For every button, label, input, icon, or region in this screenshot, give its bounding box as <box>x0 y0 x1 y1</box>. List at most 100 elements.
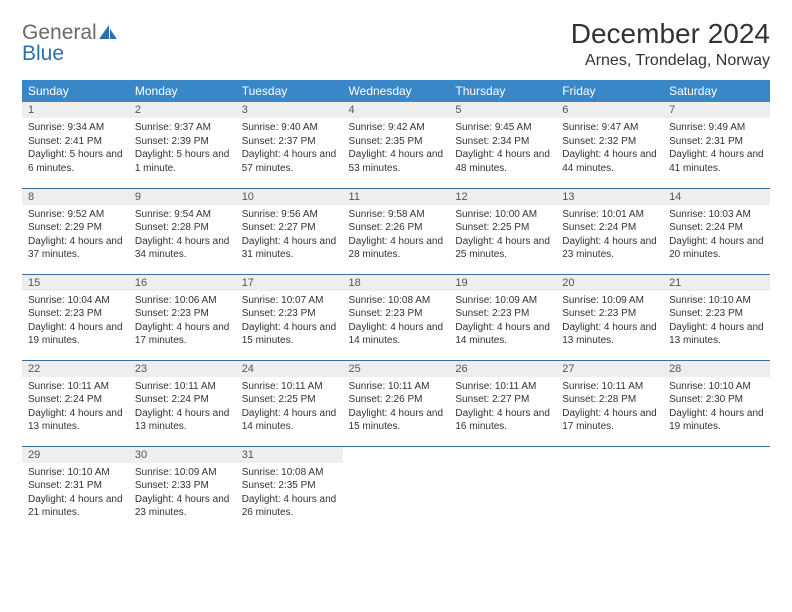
calendar-cell: 7Sunrise: 9:49 AMSunset: 2:31 PMDaylight… <box>663 102 770 188</box>
daylight-text: Daylight: 4 hours and 44 minutes. <box>562 148 657 175</box>
sunrise-text: Sunrise: 9:40 AM <box>242 121 337 135</box>
sunrise-text: Sunrise: 10:11 AM <box>242 380 337 394</box>
sunset-text: Sunset: 2:23 PM <box>28 307 123 321</box>
day-body: Sunrise: 9:45 AMSunset: 2:34 PMDaylight:… <box>449 118 556 179</box>
sunrise-text: Sunrise: 10:07 AM <box>242 294 337 308</box>
daylight-text: Daylight: 4 hours and 25 minutes. <box>455 235 550 262</box>
calendar-cell: 9Sunrise: 9:54 AMSunset: 2:28 PMDaylight… <box>129 188 236 274</box>
sunrise-text: Sunrise: 10:06 AM <box>135 294 230 308</box>
day-number: 19 <box>449 275 556 291</box>
sunrise-text: Sunrise: 9:42 AM <box>349 121 444 135</box>
day-number: 4 <box>343 102 450 118</box>
day-body: Sunrise: 9:42 AMSunset: 2:35 PMDaylight:… <box>343 118 450 179</box>
weekday-header: Saturday <box>663 80 770 102</box>
daylight-text: Daylight: 4 hours and 23 minutes. <box>135 493 230 520</box>
day-number: 28 <box>663 361 770 377</box>
sunset-text: Sunset: 2:24 PM <box>669 221 764 235</box>
sunrise-text: Sunrise: 10:03 AM <box>669 208 764 222</box>
calendar-cell: 6Sunrise: 9:47 AMSunset: 2:32 PMDaylight… <box>556 102 663 188</box>
day-body: Sunrise: 9:34 AMSunset: 2:41 PMDaylight:… <box>22 118 129 179</box>
day-body: Sunrise: 10:10 AMSunset: 2:30 PMDaylight… <box>663 377 770 438</box>
sunset-text: Sunset: 2:23 PM <box>669 307 764 321</box>
sunset-text: Sunset: 2:30 PM <box>669 393 764 407</box>
sunset-text: Sunset: 2:28 PM <box>135 221 230 235</box>
daylight-text: Daylight: 4 hours and 57 minutes. <box>242 148 337 175</box>
weekday-header: Friday <box>556 80 663 102</box>
calendar-cell: 5Sunrise: 9:45 AMSunset: 2:34 PMDaylight… <box>449 102 556 188</box>
sunset-text: Sunset: 2:23 PM <box>349 307 444 321</box>
daylight-text: Daylight: 4 hours and 13 minutes. <box>28 407 123 434</box>
daylight-text: Daylight: 4 hours and 13 minutes. <box>669 321 764 348</box>
calendar-cell: 29Sunrise: 10:10 AMSunset: 2:31 PMDaylig… <box>22 446 129 532</box>
day-body: Sunrise: 10:10 AMSunset: 2:23 PMDaylight… <box>663 291 770 352</box>
sunset-text: Sunset: 2:23 PM <box>135 307 230 321</box>
calendar-cell: 22Sunrise: 10:11 AMSunset: 2:24 PMDaylig… <box>22 360 129 446</box>
sunrise-text: Sunrise: 10:09 AM <box>135 466 230 480</box>
day-number: 26 <box>449 361 556 377</box>
calendar-cell: 28Sunrise: 10:10 AMSunset: 2:30 PMDaylig… <box>663 360 770 446</box>
day-body: Sunrise: 10:01 AMSunset: 2:24 PMDaylight… <box>556 205 663 266</box>
sunset-text: Sunset: 2:35 PM <box>242 479 337 493</box>
sunrise-text: Sunrise: 9:58 AM <box>349 208 444 222</box>
day-body: Sunrise: 10:11 AMSunset: 2:24 PMDaylight… <box>129 377 236 438</box>
day-number: 3 <box>236 102 343 118</box>
sunrise-text: Sunrise: 10:11 AM <box>135 380 230 394</box>
weekday-header: Sunday <box>22 80 129 102</box>
calendar-cell: 15Sunrise: 10:04 AMSunset: 2:23 PMDaylig… <box>22 274 129 360</box>
calendar-cell: 25Sunrise: 10:11 AMSunset: 2:26 PMDaylig… <box>343 360 450 446</box>
day-number: 12 <box>449 189 556 205</box>
day-body: Sunrise: 9:37 AMSunset: 2:39 PMDaylight:… <box>129 118 236 179</box>
sunrise-text: Sunrise: 10:11 AM <box>455 380 550 394</box>
weekday-header-row: Sunday Monday Tuesday Wednesday Thursday… <box>22 80 770 102</box>
sunset-text: Sunset: 2:24 PM <box>28 393 123 407</box>
day-number: 30 <box>129 447 236 463</box>
sunset-text: Sunset: 2:41 PM <box>28 135 123 149</box>
daylight-text: Daylight: 4 hours and 26 minutes. <box>242 493 337 520</box>
sunset-text: Sunset: 2:29 PM <box>28 221 123 235</box>
daylight-text: Daylight: 4 hours and 19 minutes. <box>669 407 764 434</box>
day-body: Sunrise: 10:11 AMSunset: 2:25 PMDaylight… <box>236 377 343 438</box>
day-number: 8 <box>22 189 129 205</box>
day-number: 25 <box>343 361 450 377</box>
sunrise-text: Sunrise: 10:01 AM <box>562 208 657 222</box>
sunset-text: Sunset: 2:26 PM <box>349 221 444 235</box>
daylight-text: Daylight: 4 hours and 21 minutes. <box>28 493 123 520</box>
sunset-text: Sunset: 2:24 PM <box>562 221 657 235</box>
weekday-header: Thursday <box>449 80 556 102</box>
day-body: Sunrise: 10:06 AMSunset: 2:23 PMDaylight… <box>129 291 236 352</box>
day-body: Sunrise: 10:11 AMSunset: 2:24 PMDaylight… <box>22 377 129 438</box>
day-number: 22 <box>22 361 129 377</box>
calendar-cell: .. <box>449 446 556 532</box>
sunset-text: Sunset: 2:39 PM <box>135 135 230 149</box>
sunrise-text: Sunrise: 10:11 AM <box>349 380 444 394</box>
calendar-cell: 20Sunrise: 10:09 AMSunset: 2:23 PMDaylig… <box>556 274 663 360</box>
day-body: Sunrise: 10:09 AMSunset: 2:33 PMDaylight… <box>129 463 236 524</box>
calendar-row: 29Sunrise: 10:10 AMSunset: 2:31 PMDaylig… <box>22 446 770 532</box>
day-number: 15 <box>22 275 129 291</box>
daylight-text: Daylight: 4 hours and 48 minutes. <box>455 148 550 175</box>
sunrise-text: Sunrise: 9:37 AM <box>135 121 230 135</box>
calendar-cell: 12Sunrise: 10:00 AMSunset: 2:25 PMDaylig… <box>449 188 556 274</box>
day-number: 16 <box>129 275 236 291</box>
brand-part2: Blue <box>22 42 64 65</box>
day-body: Sunrise: 10:08 AMSunset: 2:35 PMDaylight… <box>236 463 343 524</box>
day-number: 31 <box>236 447 343 463</box>
day-body: Sunrise: 10:10 AMSunset: 2:31 PMDaylight… <box>22 463 129 524</box>
day-number: 27 <box>556 361 663 377</box>
daylight-text: Daylight: 4 hours and 17 minutes. <box>135 321 230 348</box>
day-body: Sunrise: 10:11 AMSunset: 2:28 PMDaylight… <box>556 377 663 438</box>
daylight-text: Daylight: 4 hours and 16 minutes. <box>455 407 550 434</box>
sunrise-text: Sunrise: 9:49 AM <box>669 121 764 135</box>
calendar-cell: 19Sunrise: 10:09 AMSunset: 2:23 PMDaylig… <box>449 274 556 360</box>
sunset-text: Sunset: 2:23 PM <box>455 307 550 321</box>
day-body: Sunrise: 10:09 AMSunset: 2:23 PMDaylight… <box>556 291 663 352</box>
daylight-text: Daylight: 4 hours and 37 minutes. <box>28 235 123 262</box>
sunrise-text: Sunrise: 10:08 AM <box>242 466 337 480</box>
day-body: Sunrise: 9:58 AMSunset: 2:26 PMDaylight:… <box>343 205 450 266</box>
daylight-text: Daylight: 4 hours and 34 minutes. <box>135 235 230 262</box>
calendar-cell: 13Sunrise: 10:01 AMSunset: 2:24 PMDaylig… <box>556 188 663 274</box>
day-body: Sunrise: 9:52 AMSunset: 2:29 PMDaylight:… <box>22 205 129 266</box>
calendar-cell: 31Sunrise: 10:08 AMSunset: 2:35 PMDaylig… <box>236 446 343 532</box>
sunset-text: Sunset: 2:26 PM <box>349 393 444 407</box>
day-number: 10 <box>236 189 343 205</box>
